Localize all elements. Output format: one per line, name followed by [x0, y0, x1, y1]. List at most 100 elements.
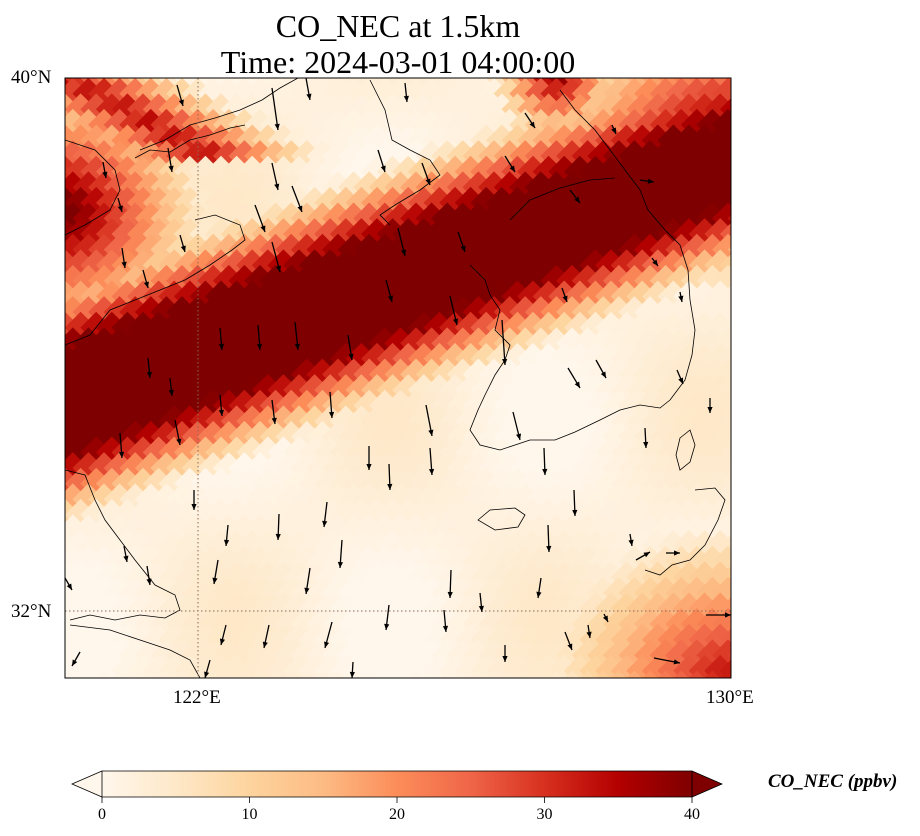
field-cell [727, 483, 731, 516]
field-cell [665, 78, 698, 79]
wind-arrow [121, 247, 127, 269]
field-cell [446, 78, 479, 79]
wind-arrow [572, 489, 578, 517]
field-cell [143, 686, 175, 718]
field-cell [727, 296, 731, 328]
wind-arrow [635, 551, 651, 561]
field-cell [190, 686, 222, 718]
field-cell [736, 156, 768, 188]
field-cell [88, 78, 120, 79]
field-cell [727, 545, 731, 578]
field-cell [65, 623, 66, 656]
field-cell [728, 702, 760, 734]
field-cell [736, 624, 768, 656]
field-cell [603, 702, 635, 734]
field-cell [346, 686, 378, 718]
field-cell [65, 186, 66, 219]
field-cell [119, 702, 151, 734]
field-cell [743, 577, 775, 609]
field-cell [322, 702, 354, 734]
wind-arrow [117, 197, 123, 213]
field-cell [556, 702, 588, 734]
wind-arrow [304, 567, 311, 595]
wind-arrow [425, 404, 434, 437]
wind-arrow [176, 84, 184, 107]
field-cell [743, 78, 775, 110]
field-cell [634, 702, 666, 734]
field-cell [743, 639, 775, 671]
field-cell [548, 686, 580, 718]
wind-arrow [449, 295, 459, 326]
field-cell [524, 78, 557, 79]
wind-arrow [328, 391, 335, 419]
field-cell [556, 78, 588, 79]
field-cell [41, 702, 73, 734]
wind-arrow [254, 204, 266, 233]
wind-arrow [179, 234, 186, 253]
field-cell [408, 686, 440, 718]
field-cell [712, 78, 731, 79]
field-cell [65, 405, 66, 438]
field-cell [743, 390, 775, 422]
field-cell [727, 639, 731, 672]
field-cell [736, 343, 768, 375]
field-cell [377, 686, 409, 718]
field-cell [112, 686, 144, 718]
field-cell [642, 686, 674, 718]
field-cell [65, 93, 66, 126]
map-frame [64, 77, 732, 679]
coastline-liaodong [134, 124, 246, 159]
field-cell [384, 78, 417, 79]
wind-arrow [377, 149, 386, 173]
wind-arrow [322, 501, 328, 528]
field-cell [291, 702, 323, 734]
field-cell [72, 78, 105, 79]
wind-arrow [504, 155, 516, 173]
field-cell [353, 78, 386, 79]
field-cell [369, 702, 401, 734]
wind-arrow [71, 651, 81, 667]
field-cell [743, 671, 775, 703]
field-cell [727, 171, 731, 204]
field-cell [65, 530, 66, 562]
field-cell [134, 78, 167, 79]
field-cell [517, 686, 549, 718]
wind-arrow [146, 565, 152, 586]
field-cell [65, 155, 66, 188]
field-cell [743, 327, 775, 359]
colorbar-body [102, 771, 692, 797]
field-cell [525, 702, 557, 734]
colorbar-tick-30: 30 [536, 806, 553, 823]
map-title-line1: CO_NEC at 1.5km [275, 8, 521, 44]
colorbar-extend-max [691, 770, 724, 798]
field-cell [727, 576, 731, 609]
wind-arrow [707, 398, 713, 413]
graticule [65, 78, 731, 678]
wind-arrow [385, 279, 393, 303]
wind-arrow [256, 324, 263, 351]
field-cell [338, 702, 370, 734]
wind-arrow [536, 577, 542, 599]
wind-arrow [65, 577, 73, 591]
field-cell [727, 264, 731, 297]
field-cell [181, 78, 214, 79]
field-cell [275, 78, 308, 79]
field-cell [650, 702, 682, 734]
colorbar-extend-min [70, 770, 103, 798]
colorbar-tick-20: 20 [389, 806, 405, 823]
field-cell [228, 78, 261, 79]
field-cell [493, 78, 526, 79]
coastline-liaodong-peninsula [369, 79, 441, 226]
field-cell [727, 233, 731, 266]
field-cell [743, 515, 775, 547]
field-cell [65, 78, 66, 94]
field-cell [275, 702, 307, 734]
wind-vectors [65, 78, 731, 678]
field-cell [736, 249, 768, 281]
field-cell [587, 702, 619, 734]
field-cell [736, 468, 768, 500]
wind-arrow [567, 367, 581, 389]
field-cell [665, 702, 697, 734]
field-cell [502, 686, 534, 718]
wind-arrow [421, 162, 431, 186]
